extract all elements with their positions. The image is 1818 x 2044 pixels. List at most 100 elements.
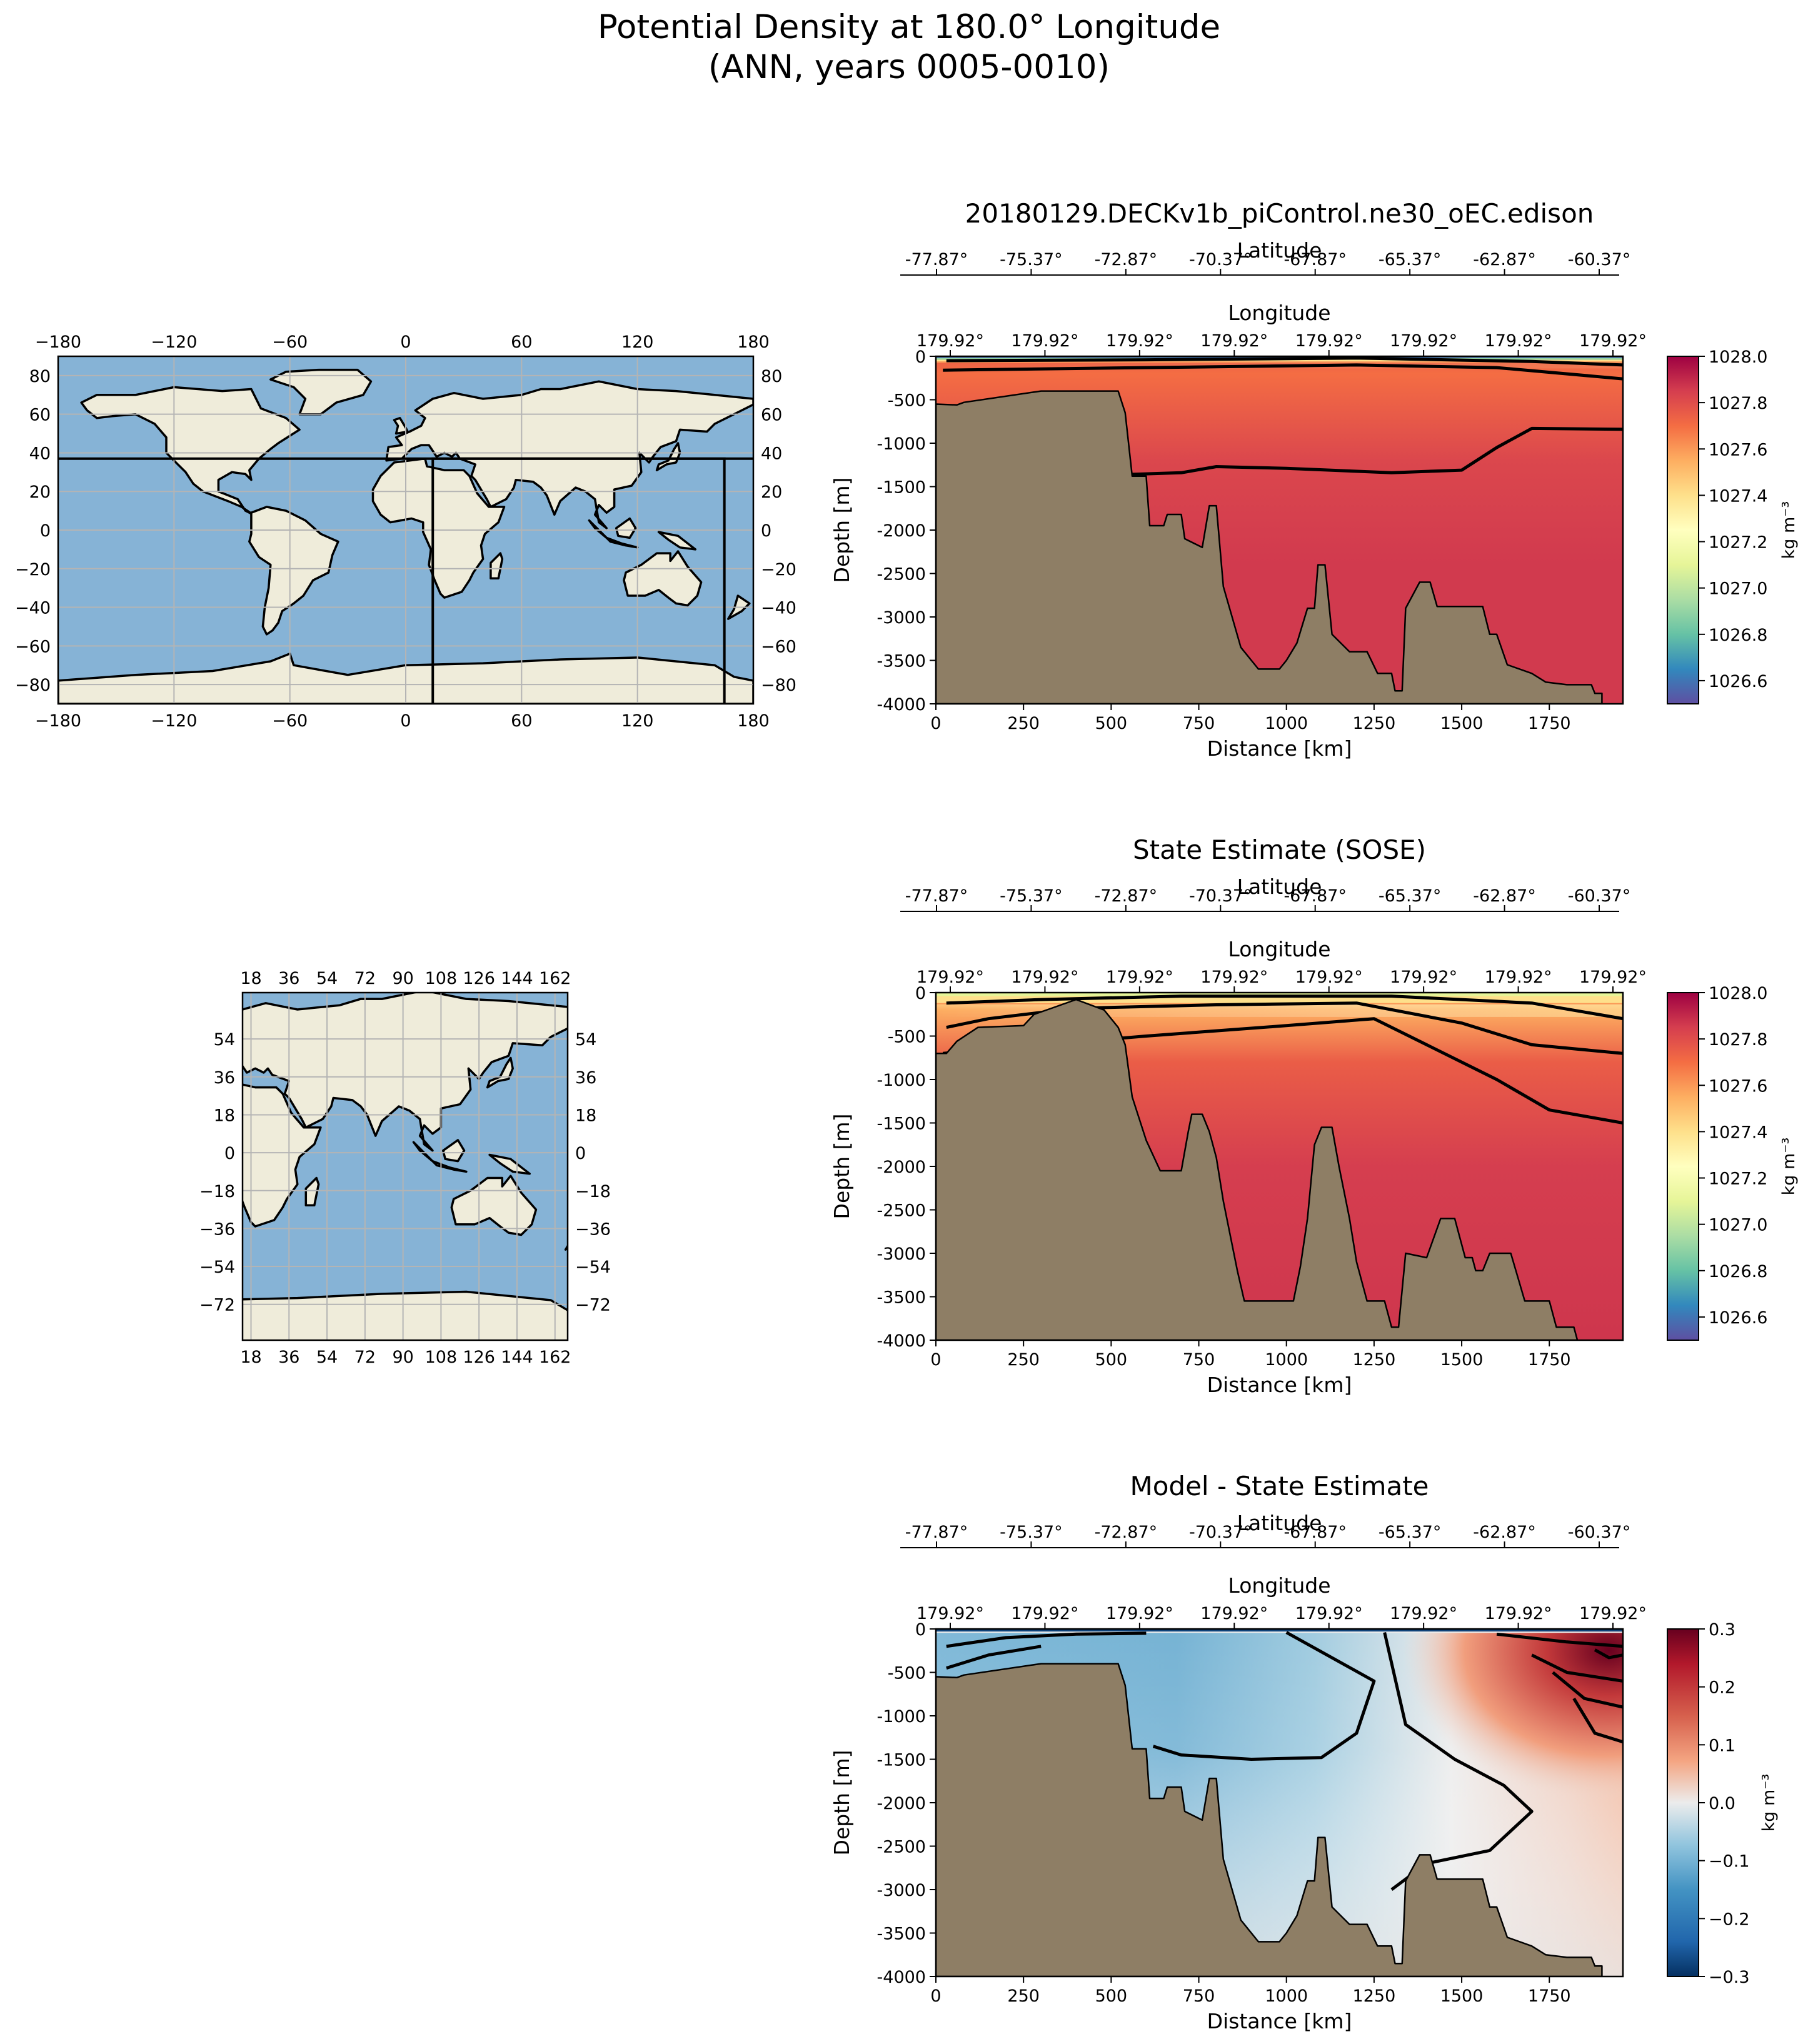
land-japan — [486, 1056, 514, 1089]
map-lon-tick-bottom: 126 — [463, 1348, 495, 1367]
map-lon-tick-top: 36 — [278, 969, 299, 988]
lat-tick-label: -72.87° — [1095, 886, 1158, 906]
lat-tick-label: -77.87° — [905, 1523, 968, 1542]
y-tick-label: -2500 — [877, 1201, 926, 1221]
colorbar — [1667, 356, 1699, 704]
panel-content — [936, 993, 1623, 1340]
surface-layer — [936, 361, 1623, 363]
map-lat-tick-left: −54 — [199, 1258, 235, 1277]
map-lat-tick-right: 0 — [761, 521, 771, 541]
map-lon-tick-top: −120 — [151, 333, 197, 352]
colorbar-tick-label: 1028.0 — [1709, 984, 1767, 1003]
colorbar-tick-label: −0.1 — [1709, 1852, 1750, 1871]
lat-tick-label: -60.37° — [1568, 250, 1631, 269]
lat-tick-label: -67.87° — [1283, 886, 1347, 906]
lat-tick-label: -75.37° — [1000, 886, 1063, 906]
figure-title-line1: Potential Density at 180.0° Longitude — [597, 8, 1221, 46]
x-tick-label: 750 — [1183, 714, 1215, 733]
colorbar-tick-label: 1028.0 — [1709, 348, 1767, 367]
colorbar-tick-label: 1027.6 — [1709, 1076, 1767, 1096]
map-frame — [57, 355, 755, 705]
map-lon-tick-top: 54 — [316, 969, 338, 988]
y-tick-label: -1500 — [877, 1751, 926, 1770]
lat-tick-label: -75.37° — [1000, 250, 1063, 269]
lon-tick-label: 179.92° — [1295, 331, 1363, 351]
x-tick-label: 1250 — [1353, 1986, 1396, 2006]
map-lon-tick-bottom: 180 — [737, 711, 770, 731]
x-tick-label: 250 — [1007, 714, 1040, 733]
panel-content — [936, 1629, 1623, 1976]
lon-tick-label: 179.92° — [1200, 1604, 1268, 1623]
y-tick-label: -3500 — [877, 1288, 926, 1308]
positive-anomaly — [1402, 1629, 1623, 1801]
lon-tick-label: 179.92° — [1579, 1604, 1647, 1623]
y-tick-label: -4000 — [877, 1331, 926, 1351]
contour-line — [1594, 1648, 1623, 1660]
contour-line — [946, 1645, 1042, 1670]
colorbar-tick-label: 0.3 — [1709, 1620, 1735, 1640]
colorbar-tick-label: 0.2 — [1709, 1678, 1735, 1698]
map-lon-tick-top: −60 — [272, 333, 308, 352]
longitude-axis-label: Longitude — [1228, 937, 1330, 961]
map-lon-tick-bottom: 162 — [539, 1348, 571, 1367]
colorbar-tick-label: −0.2 — [1709, 1910, 1750, 1929]
x-tick-label: 1000 — [1265, 714, 1308, 733]
contour-line — [946, 356, 1623, 367]
y-tick-label: -500 — [888, 1028, 926, 1047]
map-lat-tick-left: −72 — [199, 1296, 235, 1315]
map-content — [58, 356, 753, 704]
map-lon-tick-top: 108 — [425, 969, 458, 988]
map-lon-tick-bottom: −120 — [151, 711, 197, 731]
lat-tick-label: -62.87° — [1473, 250, 1536, 269]
x-tick-label: 250 — [1007, 1350, 1040, 1370]
y-tick-label: -1000 — [877, 434, 926, 454]
y-tick-label: -2000 — [877, 1158, 926, 1177]
map-lon-tick-top: 18 — [240, 969, 261, 988]
land-eurasia — [385, 380, 753, 529]
map-lon-tick-bottom: 60 — [511, 711, 532, 731]
x-tick-label: 250 — [1007, 1986, 1040, 2006]
y-tick-label: -1500 — [877, 1115, 926, 1134]
map-content — [243, 993, 568, 1340]
y-tick-label: -3000 — [877, 1881, 926, 1900]
lon-tick-label: 179.92° — [1390, 1604, 1457, 1623]
land-borneo — [442, 1139, 466, 1163]
y-tick-label: -500 — [888, 391, 926, 411]
y-tick-label: -3000 — [877, 1245, 926, 1264]
contour-line — [946, 1631, 1147, 1648]
lat-tick-label: -70.37° — [1189, 250, 1252, 269]
colorbar-tick-label: 1026.8 — [1709, 626, 1767, 645]
colorbar-tick-label: 1027.6 — [1709, 440, 1767, 459]
colorbar — [1667, 1628, 1699, 1977]
land-newguinea — [488, 1153, 531, 1175]
map-lat-tick-left: −36 — [199, 1220, 235, 1239]
x-tick-label: 1500 — [1440, 714, 1484, 733]
lat-tick-label: -62.87° — [1473, 1523, 1536, 1542]
lat-tick-label: -77.87° — [905, 886, 968, 906]
map-lat-tick-left: −40 — [15, 599, 51, 618]
land-borneo — [615, 517, 637, 539]
map-lat-tick-left: 36 — [214, 1068, 235, 1088]
map-lon-tick-bottom: −60 — [272, 711, 308, 731]
map-lon-tick-top: 60 — [511, 333, 532, 352]
map-frame — [241, 991, 569, 1341]
y-tick-label: -1000 — [877, 1707, 926, 1726]
map-lat-tick-right: −60 — [761, 637, 796, 656]
colorbar-tick-label: 1027.4 — [1709, 1123, 1767, 1142]
surface-layer — [936, 359, 1623, 362]
map-lat-tick-right: 54 — [575, 1030, 596, 1050]
y-tick-label: 0 — [915, 348, 926, 367]
colorbar-tick-label: 1027.2 — [1709, 1170, 1767, 1189]
x-axis-label: Distance [km] — [1207, 736, 1352, 761]
global-map: −180 −180 −120 −120 −60 −60 0 0 60 60 120 120 180 180… — [15, 333, 796, 731]
map-lat-tick-left: −80 — [15, 676, 51, 695]
contour-line — [1496, 1632, 1623, 1648]
section-panel-3: 0 250 500 750 1000 1250 1500 1750 Distance [km] 0… — [830, 1471, 1779, 2033]
contour-line — [1128, 426, 1623, 476]
y-tick-label: -2000 — [877, 521, 926, 541]
lon-tick-label: 179.92° — [1295, 968, 1363, 987]
x-tick-label: 1000 — [1265, 1986, 1308, 2006]
map-lat-tick-right: 18 — [575, 1106, 596, 1125]
map-lat-tick-left: 60 — [29, 406, 51, 425]
y-tick-label: -2500 — [877, 565, 926, 584]
